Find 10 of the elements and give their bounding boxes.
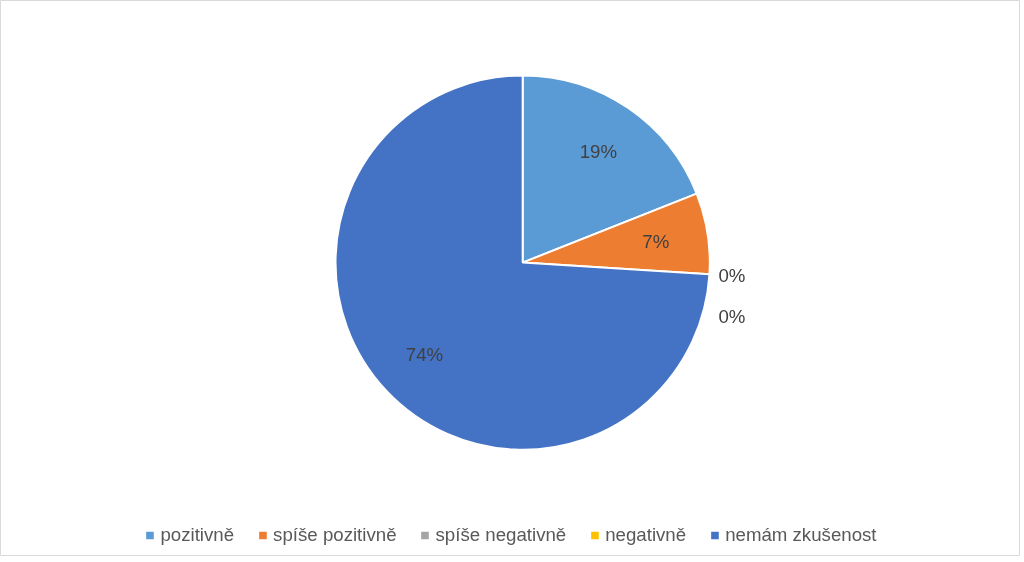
data-label: 74% <box>405 344 444 366</box>
data-label: 19% <box>579 140 618 162</box>
legend-label: spíše pozitivně <box>273 524 397 546</box>
legend-label: pozitivně <box>160 524 235 546</box>
legend-label: spíše negativně <box>435 524 567 546</box>
legend-label: negativně <box>605 524 687 546</box>
text: 0% <box>718 306 746 328</box>
text: 0% <box>718 265 746 287</box>
legend-label: nemám zkušenost <box>725 524 877 546</box>
data-label: 7% <box>642 231 670 252</box>
